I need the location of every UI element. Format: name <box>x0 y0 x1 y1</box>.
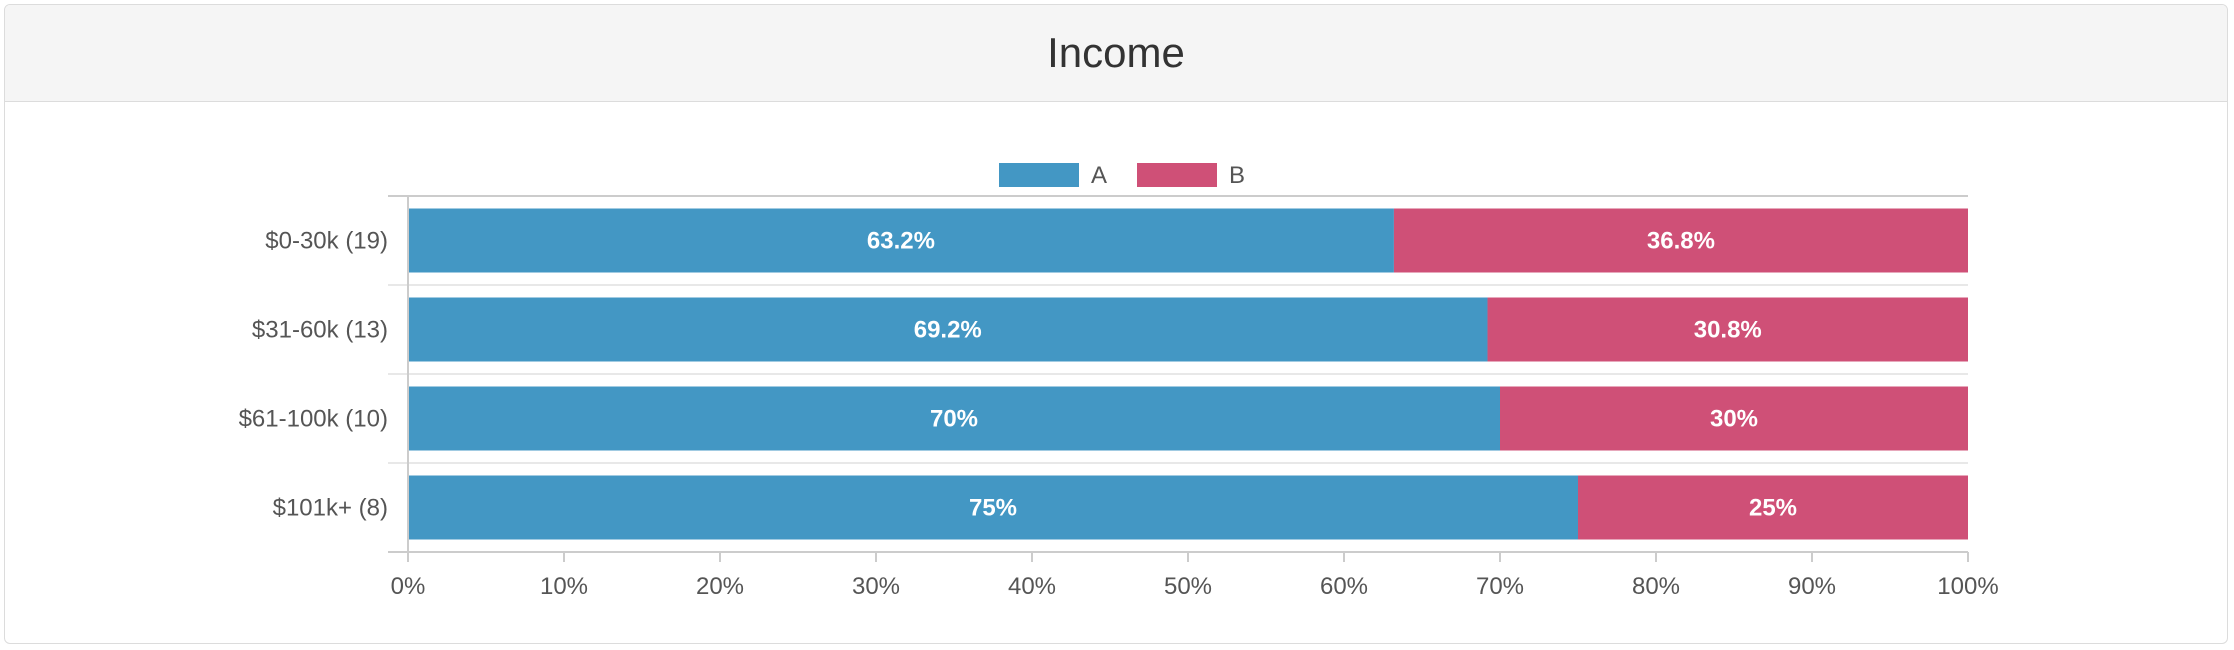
bar-a <box>408 475 1578 540</box>
bar-a <box>408 297 1488 362</box>
bar-b <box>1393 208 1968 273</box>
x-tick-label: 30% <box>852 573 900 600</box>
category-label: $31-60k (13) <box>252 317 388 344</box>
x-tick-label: 90% <box>1788 573 1836 600</box>
income-chart: A B $0-30k (19) 63.2% 36.8% $31-60k (13) 69.2%… <box>239 162 1999 600</box>
data-label-b: 30% <box>1710 406 1758 433</box>
x-tick-label: 20% <box>696 573 744 600</box>
legend-label-b: B <box>1229 162 1245 189</box>
bar-b <box>1578 475 1968 540</box>
legend-swatch-a <box>999 163 1079 187</box>
bar-a <box>408 208 1394 273</box>
x-tick-label: 10% <box>540 573 588 600</box>
legend-swatch-b <box>1137 163 1217 187</box>
bar-a <box>408 386 1500 451</box>
data-label-a: 69.2% <box>914 317 982 344</box>
data-label-a: 70% <box>930 406 978 433</box>
legend-label-a: A <box>1091 162 1107 189</box>
category-label: $101k+ (8) <box>273 495 388 522</box>
panel-title: Income <box>1047 29 1185 76</box>
x-tick-label: 100% <box>1937 573 1998 600</box>
x-tick-label: 0% <box>391 573 426 600</box>
category-label: $61-100k (10) <box>239 406 388 433</box>
data-label-b: 36.8% <box>1647 228 1715 255</box>
data-label-a: 75% <box>969 495 1017 522</box>
data-label-b: 30.8% <box>1694 317 1762 344</box>
x-tick-label: 60% <box>1320 573 1368 600</box>
chart-panel: Income A B $0-30k (19) 63.2% 36.8% $31-60k (1… <box>4 4 2228 644</box>
bar-b <box>1500 386 1968 451</box>
x-tick-label: 40% <box>1008 573 1056 600</box>
x-tick-label: 80% <box>1632 573 1680 600</box>
panel-header: Income <box>5 5 2227 102</box>
category-label: $0-30k (19) <box>265 228 388 255</box>
x-tick-label: 50% <box>1164 573 1212 600</box>
data-label-a: 63.2% <box>867 228 935 255</box>
data-label-b: 25% <box>1749 495 1797 522</box>
bar-b <box>1487 297 1968 362</box>
x-tick-label: 70% <box>1476 573 1524 600</box>
